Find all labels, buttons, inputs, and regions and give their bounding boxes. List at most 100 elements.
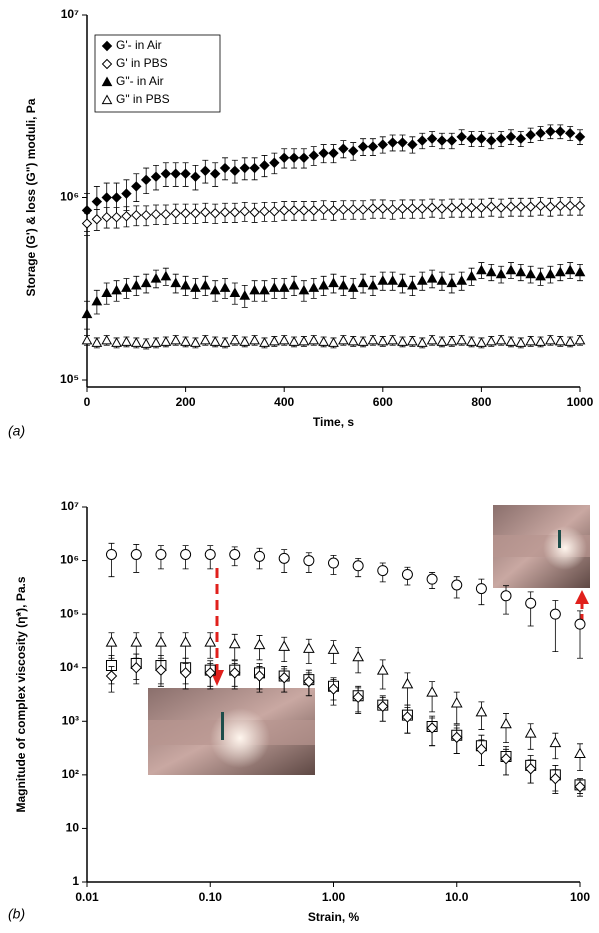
marker (180, 168, 191, 179)
marker (131, 209, 142, 221)
marker (352, 650, 365, 662)
marker (160, 270, 172, 281)
marker (347, 335, 359, 346)
marker (111, 337, 122, 347)
x-axis-title: Time, s (313, 415, 354, 429)
marker (190, 337, 201, 347)
marker (150, 208, 162, 220)
marker (130, 549, 142, 560)
marker (574, 266, 586, 277)
legend-marker (101, 40, 113, 52)
panel-label: (b) (8, 906, 25, 922)
x-tick-label: 400 (274, 395, 294, 409)
marker (426, 573, 438, 585)
marker (298, 152, 310, 164)
x-tick-label: 1.00 (322, 890, 346, 904)
y-tick-label: 10⁷ (61, 499, 79, 513)
y-tick-label: 10⁴ (60, 660, 79, 674)
marker (486, 135, 497, 146)
x-tick-label: 0 (84, 395, 91, 409)
marker (456, 334, 468, 345)
marker (318, 279, 329, 290)
marker (387, 204, 398, 215)
marker (475, 705, 488, 717)
marker (525, 201, 536, 212)
marker (81, 308, 93, 319)
marker (190, 208, 201, 219)
legend-marker (101, 76, 113, 87)
marker (446, 202, 458, 213)
x-tick-label: 100 (570, 890, 590, 904)
x-tick-label: 0.01 (75, 890, 99, 904)
marker (105, 670, 118, 682)
marker (121, 336, 132, 346)
marker (219, 207, 231, 218)
y-tick-label: 10 (66, 821, 80, 835)
x-tick-label: 800 (471, 395, 491, 409)
marker (535, 128, 546, 139)
marker (229, 334, 241, 345)
marker (574, 131, 586, 143)
marker (535, 270, 546, 281)
marker (278, 282, 290, 292)
marker (200, 207, 211, 218)
marker (308, 205, 319, 216)
marker (239, 162, 250, 174)
marker (397, 336, 408, 346)
marker (328, 277, 339, 288)
marker (446, 277, 458, 288)
marker (288, 152, 300, 164)
marker (426, 202, 438, 213)
marker (155, 549, 167, 560)
marker (278, 672, 290, 684)
marker (140, 338, 152, 348)
marker (278, 152, 290, 164)
marker (318, 147, 329, 159)
marker (318, 336, 329, 346)
inset-photo (493, 505, 590, 588)
marker (180, 208, 191, 219)
x-tick-label: 200 (176, 395, 196, 409)
marker (505, 336, 517, 346)
marker (327, 557, 340, 569)
marker (535, 200, 546, 212)
y-tick-label: 10⁷ (61, 7, 79, 21)
marker (288, 336, 300, 346)
marker (150, 272, 162, 283)
marker (140, 209, 152, 221)
y-tick-label: 10³ (62, 713, 79, 727)
marker (268, 282, 280, 292)
marker (347, 282, 359, 292)
marker (476, 133, 487, 144)
marker (377, 335, 389, 346)
marker (524, 763, 537, 775)
marker (269, 157, 280, 168)
x-tick-label: 1000 (567, 395, 594, 409)
marker (111, 284, 122, 295)
marker (466, 133, 477, 144)
marker (500, 717, 512, 729)
marker (200, 165, 211, 177)
marker (180, 336, 191, 346)
marker (91, 295, 103, 306)
marker (278, 205, 290, 216)
marker (357, 141, 369, 152)
marker (451, 731, 463, 744)
marker (426, 686, 438, 697)
marker (555, 200, 566, 212)
legend-marker (101, 58, 113, 70)
marker (278, 334, 290, 345)
marker (130, 662, 142, 674)
marker (229, 287, 241, 298)
marker (303, 675, 315, 688)
marker (239, 336, 251, 346)
marker (101, 287, 113, 298)
marker (417, 135, 428, 146)
marker (199, 334, 211, 345)
marker (505, 201, 517, 212)
marker (357, 204, 369, 215)
marker (180, 279, 191, 290)
marker (524, 727, 537, 738)
marker (190, 171, 201, 182)
marker (278, 552, 290, 564)
